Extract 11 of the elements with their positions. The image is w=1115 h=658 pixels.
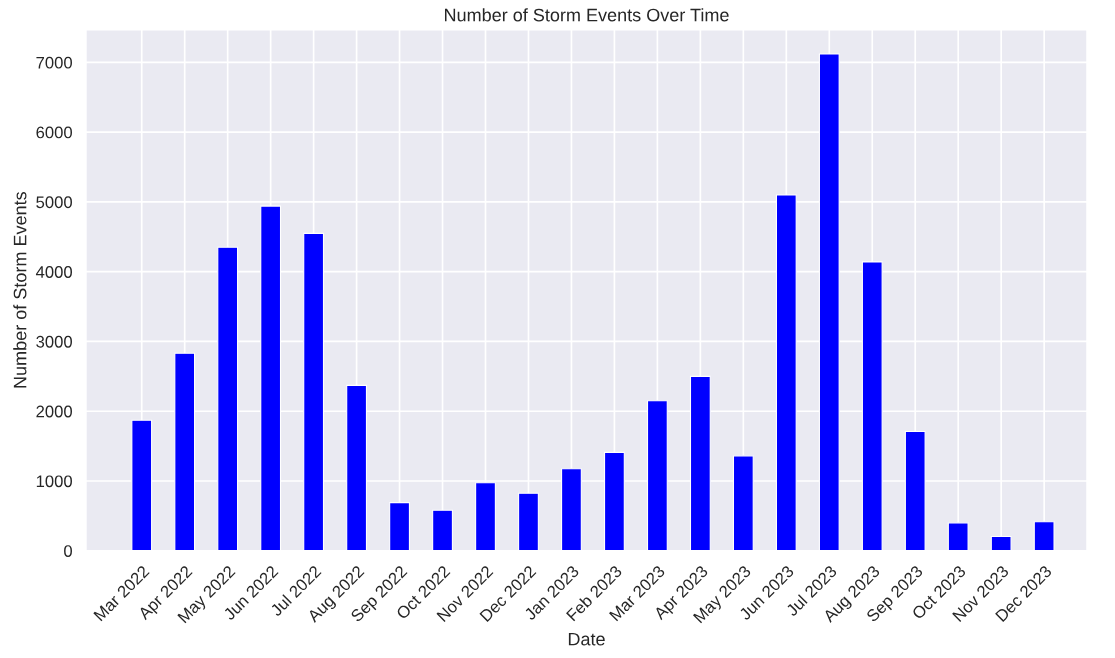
y-tick-label: 7000 [36,56,73,69]
y-tick-label: 0 [64,545,73,557]
y-axis-title: Number of Storm Events [13,191,27,388]
y-tick-label: 2000 [36,405,73,418]
y-tick-label: 3000 [36,335,73,348]
y-tick-label: 4000 [35,266,73,278]
y-tick-label: 1000 [36,475,73,488]
y-tick-label: 6000 [36,126,73,139]
y-tick-label: 5000 [36,196,73,209]
chart-title: Number of Storm Events Over Time [445,8,729,22]
x-axis-title: Date [568,632,605,646]
